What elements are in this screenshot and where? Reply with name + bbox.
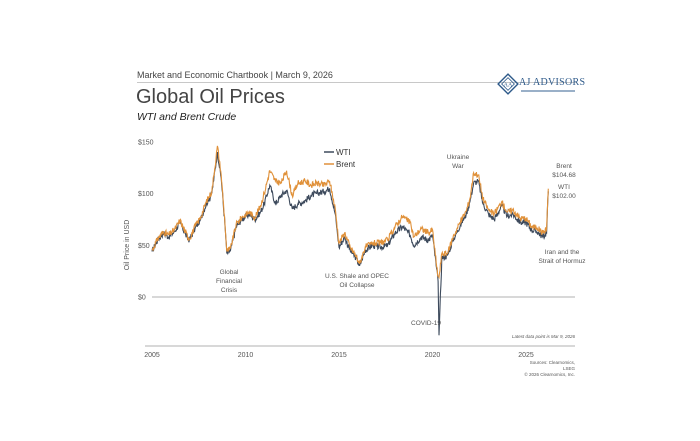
x-tick-label: 2025 <box>518 352 534 359</box>
svg-text:Crisis: Crisis <box>221 287 238 294</box>
x-tick-label: 2015 <box>331 352 347 359</box>
x-tick-label: 2005 <box>144 352 160 359</box>
svg-text:Ukraine: Ukraine <box>447 154 470 161</box>
series-line-wti <box>151 151 549 336</box>
end-label-brent: Brent <box>556 163 572 170</box>
end-value-wti: $102.00 <box>552 193 576 200</box>
end-label-wti: WTI <box>558 184 570 191</box>
svg-text:Strait of Hormuz: Strait of Hormuz <box>539 258 586 265</box>
end-value-brent: $104.68 <box>552 172 576 179</box>
legend-label-wti: WTI <box>336 148 351 157</box>
svg-text:U.S. Shale and OPEC: U.S. Shale and OPEC <box>325 273 389 280</box>
annotation-covid: COVID-19 <box>411 320 441 327</box>
chartbook-kicker: Market and Economic Chartbook | March 9,… <box>137 70 333 80</box>
header-divider <box>137 82 577 83</box>
logo-wordmark: AJ ADVISORS <box>519 77 586 88</box>
end-labels: Brent $104.68 WTI $102.00 <box>552 163 576 200</box>
annotation-iran: Iran and the Strait of Hormuz <box>539 249 586 265</box>
diamond-monogram-icon: AA <box>497 73 519 95</box>
y-tick-label: $150 <box>138 139 154 146</box>
annotation-ukraine: Ukraine War <box>447 154 470 170</box>
sources-line1: Sources: Clearnomics, <box>530 360 575 365</box>
svg-text:War: War <box>452 163 465 170</box>
svg-text:AA: AA <box>504 83 513 89</box>
annotation-gfc: Global Financial Crisis <box>216 269 243 294</box>
chart-subtitle: WTI and Brent Crude <box>137 111 237 123</box>
y-tick-label: $50 <box>138 243 150 250</box>
y-tick-label: $100 <box>138 191 154 198</box>
svg-text:Financial: Financial <box>216 278 243 285</box>
svg-text:Global: Global <box>220 269 239 276</box>
copyright: © 2026 Clearnomics, Inc. <box>524 371 575 377</box>
annotation-shale: U.S. Shale and OPEC Oil Collapse <box>325 273 389 289</box>
y-axis-label: Oil Price in USD <box>124 220 131 271</box>
y-tick-label: $0 <box>138 295 146 302</box>
chart-title: Global Oil Prices <box>136 86 285 108</box>
series-line-brent <box>151 145 549 280</box>
latest-data-note: Latest data point is Mar 9, 2026 <box>512 334 576 339</box>
x-tick-label: 2020 <box>425 352 441 359</box>
svg-text:Iran and the: Iran and the <box>545 249 580 256</box>
aj-advisors-logo: AA AJ ADVISORS <box>497 73 585 97</box>
svg-text:Oil Collapse: Oil Collapse <box>339 282 374 289</box>
x-tick-label: 2010 <box>238 352 254 359</box>
legend: WTI Brent <box>324 148 356 169</box>
legend-label-brent: Brent <box>336 160 356 169</box>
sources-line2: LSEG <box>563 366 576 371</box>
logo-tagline <box>521 90 575 92</box>
